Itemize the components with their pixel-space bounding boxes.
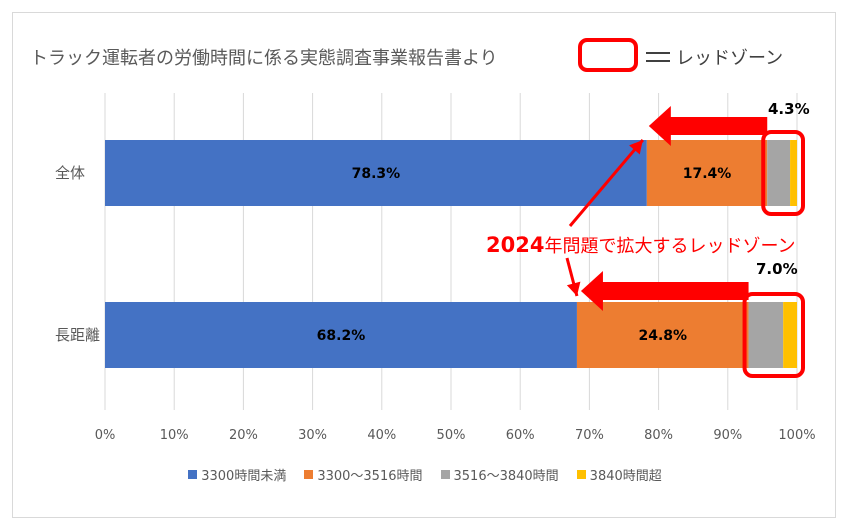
x-tick-label: 90% <box>713 428 743 443</box>
bar-value-label: 17.4% <box>682 166 732 182</box>
chart-legend: 3300時間未満 3300〜3516時間 3516〜3840時間 3840時間超 <box>0 465 850 484</box>
x-tick-label: 70% <box>574 428 604 443</box>
red-zone-box <box>761 130 806 216</box>
category-label-overall: 全体 <box>55 164 86 182</box>
bar-value-label: 78.3% <box>351 166 401 182</box>
bar-segment <box>790 140 797 206</box>
annotation-year: 2024 <box>486 233 545 257</box>
chart-title: トラック運転者の労働時間に係る実態調査事業報告書より <box>30 48 498 69</box>
x-tick-label: 40% <box>367 428 397 443</box>
bar-segment <box>783 302 797 368</box>
expansion-arrow-overall <box>648 106 768 146</box>
bar-segment <box>646 140 768 206</box>
chart-frame <box>12 12 836 518</box>
legend-label: 3840時間超 <box>589 469 662 484</box>
x-tick-label: 100% <box>778 428 816 443</box>
x-tick-label: 80% <box>644 428 674 443</box>
bar-segment <box>748 302 784 368</box>
callout-long-distance-redzone: 7.0% <box>756 260 798 278</box>
red-zone-annotation: 2024年問題で拡大するレッドゾーン <box>486 232 796 258</box>
red-zone-key-box <box>578 38 638 72</box>
legend-label: 3300〜3516時間 <box>317 469 423 484</box>
bar-segment <box>576 302 749 368</box>
annotation-text: 年問題で拡大するレッドゾーン <box>544 236 796 257</box>
bar-segment <box>105 302 577 368</box>
legend-swatch <box>188 470 198 479</box>
legend-item: 3300時間未満 <box>188 465 286 484</box>
legend-label: 3516〜3840時間 <box>453 469 559 484</box>
x-tick-label: 0% <box>94 428 116 443</box>
callout-overall-redzone: 4.3% <box>768 100 810 118</box>
x-tick-label: 30% <box>298 428 328 443</box>
bar-segment <box>767 140 791 206</box>
bar-value-label: 68.2% <box>316 328 366 344</box>
annotation-pointer-long-distance-head <box>566 281 581 296</box>
legend-item: 3516〜3840時間 <box>440 465 559 484</box>
legend-swatch <box>440 470 450 479</box>
annotation-pointer-overall <box>568 139 644 227</box>
legend-label: 3300時間未満 <box>201 469 287 484</box>
x-tick-label: 60% <box>505 428 535 443</box>
red-zone-key-label: レッドゾーン <box>676 48 784 69</box>
category-label-long-distance: 長距離 <box>55 326 101 344</box>
legend-swatch <box>576 470 586 479</box>
bar-value-label: 24.8% <box>638 328 688 344</box>
expansion-arrow-long-distance <box>580 271 749 311</box>
x-tick-label: 50% <box>436 428 466 443</box>
legend-item: 3300〜3516時間 <box>304 465 423 484</box>
red-zone-box <box>742 292 805 378</box>
legend-swatch <box>304 470 314 479</box>
bar-segment <box>105 140 647 206</box>
x-tick-label: 20% <box>228 428 258 443</box>
annotation-pointer-overall-head <box>629 140 643 155</box>
equals-sign <box>646 52 670 62</box>
x-tick-label: 10% <box>159 428 189 443</box>
legend-item: 3840時間超 <box>576 465 662 484</box>
